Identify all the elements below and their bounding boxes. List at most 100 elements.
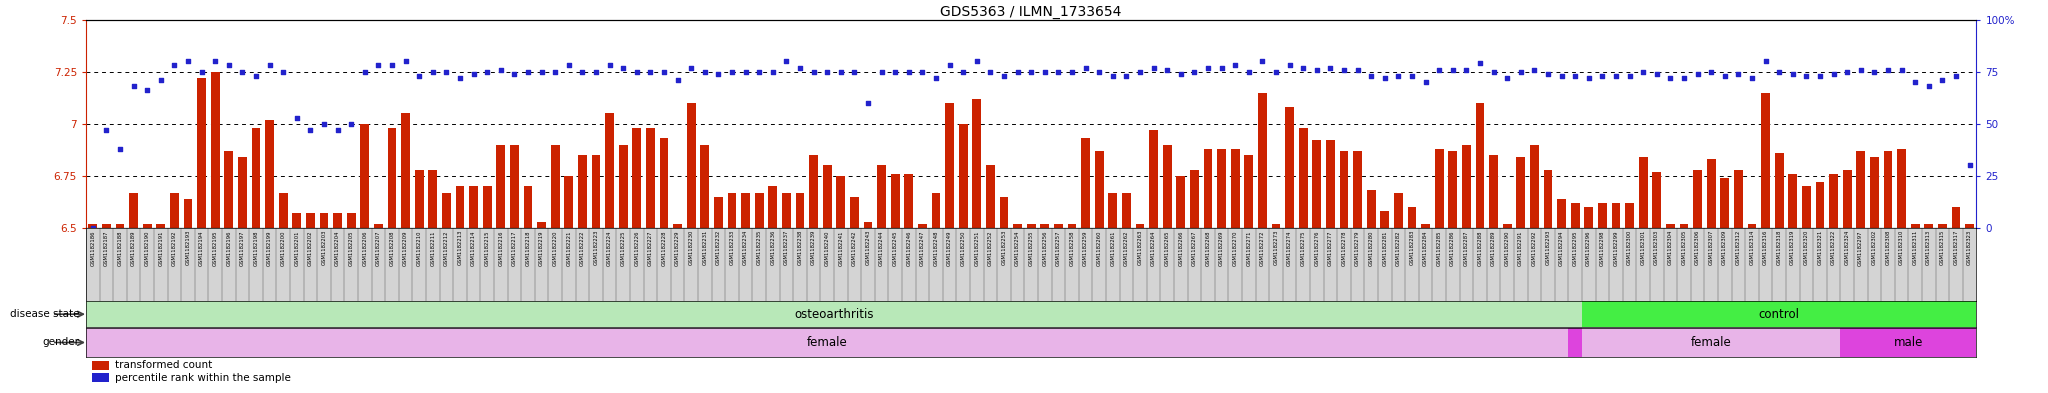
Text: transformed count: transformed count <box>115 360 211 370</box>
Bar <box>1245 155 1253 228</box>
Point <box>1776 71 1808 77</box>
Point <box>1260 68 1292 75</box>
Bar <box>795 193 805 228</box>
Point <box>1626 68 1659 75</box>
Text: GSM1182207: GSM1182207 <box>377 230 381 266</box>
Bar <box>958 124 967 228</box>
Bar <box>999 196 1008 228</box>
Bar <box>88 224 96 228</box>
Text: GSM1182274: GSM1182274 <box>1286 230 1292 266</box>
Bar <box>496 145 506 228</box>
Point <box>225 68 258 75</box>
Point <box>1042 68 1075 75</box>
Point <box>1491 75 1524 81</box>
Text: GSM1182319: GSM1182319 <box>1790 230 1796 266</box>
Bar <box>578 155 588 228</box>
Point <box>172 58 205 64</box>
Text: GSM1182324: GSM1182324 <box>1845 230 1849 266</box>
Text: GSM1182297: GSM1182297 <box>1858 230 1864 266</box>
Text: GSM1182257: GSM1182257 <box>1057 230 1061 266</box>
Text: GSM1182320: GSM1182320 <box>1804 230 1808 266</box>
Bar <box>985 165 995 228</box>
Bar <box>1855 151 1866 228</box>
Point <box>864 68 897 75</box>
Text: male: male <box>1894 336 1923 349</box>
Point <box>715 68 748 75</box>
Point <box>1884 66 1917 73</box>
Text: GSM1182236: GSM1182236 <box>770 230 776 266</box>
Text: GSM1182304: GSM1182304 <box>1667 230 1673 266</box>
Bar <box>401 114 410 228</box>
Bar <box>973 99 981 228</box>
Text: GSM1182234: GSM1182234 <box>743 230 748 266</box>
Bar <box>1298 128 1307 228</box>
Point <box>1532 71 1565 77</box>
Point <box>457 71 489 77</box>
Text: GSM1182302: GSM1182302 <box>1872 230 1876 266</box>
Text: GSM1182296: GSM1182296 <box>1587 230 1591 266</box>
Text: GSM1182273: GSM1182273 <box>1274 230 1278 266</box>
Point <box>213 62 246 69</box>
Text: GSM1182226: GSM1182226 <box>635 230 639 266</box>
Text: GSM1182214: GSM1182214 <box>471 230 475 266</box>
Bar <box>1530 145 1538 228</box>
Text: GSM1182286: GSM1182286 <box>1450 230 1456 266</box>
Point <box>905 68 938 75</box>
Bar <box>674 224 682 228</box>
Bar <box>1870 157 1878 228</box>
Point <box>1667 75 1700 81</box>
Text: GSM1182221: GSM1182221 <box>567 230 571 266</box>
Point <box>471 68 504 75</box>
Text: GSM1182240: GSM1182240 <box>825 230 829 266</box>
Bar <box>756 193 764 228</box>
Point <box>1749 58 1782 64</box>
Text: GSM1182256: GSM1182256 <box>1042 230 1047 266</box>
Bar <box>1014 224 1022 228</box>
Point <box>1368 75 1401 81</box>
Text: GSM1182247: GSM1182247 <box>920 230 926 266</box>
Point <box>784 64 817 71</box>
Point <box>1763 68 1796 75</box>
Point <box>1954 162 1987 169</box>
Point <box>322 127 354 133</box>
Point <box>117 83 150 90</box>
Bar <box>1706 159 1716 228</box>
Bar <box>1571 203 1579 228</box>
Point <box>498 71 530 77</box>
Point <box>307 121 340 127</box>
Text: GSM1182249: GSM1182249 <box>946 230 952 266</box>
Text: GSM1182248: GSM1182248 <box>934 230 938 266</box>
Bar <box>686 103 696 228</box>
Point <box>266 68 299 75</box>
Point <box>1708 73 1741 79</box>
Text: GSM1182275: GSM1182275 <box>1300 230 1307 266</box>
Point <box>1804 73 1837 79</box>
Bar <box>1665 224 1675 228</box>
Point <box>565 68 598 75</box>
Bar <box>1694 170 1702 228</box>
Point <box>158 62 190 69</box>
Bar <box>346 213 356 228</box>
Text: GSM1182193: GSM1182193 <box>186 230 190 266</box>
Point <box>1341 66 1374 73</box>
Bar <box>1436 149 1444 228</box>
Text: disease state: disease state <box>10 309 80 319</box>
Bar <box>1841 328 1976 357</box>
Point <box>524 68 557 75</box>
Bar <box>279 193 287 228</box>
Text: GSM1182267: GSM1182267 <box>1192 230 1196 266</box>
Bar <box>1462 145 1470 228</box>
Bar <box>1720 178 1729 228</box>
Text: GSM1182246: GSM1182246 <box>907 230 911 266</box>
Bar <box>1149 130 1157 228</box>
Text: GSM1182229: GSM1182229 <box>676 230 680 266</box>
Bar <box>1489 155 1497 228</box>
Text: GSM1182230: GSM1182230 <box>688 230 694 266</box>
Bar <box>387 128 397 228</box>
Bar <box>1952 207 1960 228</box>
Point <box>838 68 870 75</box>
Text: GSM1182258: GSM1182258 <box>1069 230 1075 266</box>
Point <box>606 64 639 71</box>
Point <box>1245 58 1278 64</box>
Bar <box>1380 211 1389 228</box>
